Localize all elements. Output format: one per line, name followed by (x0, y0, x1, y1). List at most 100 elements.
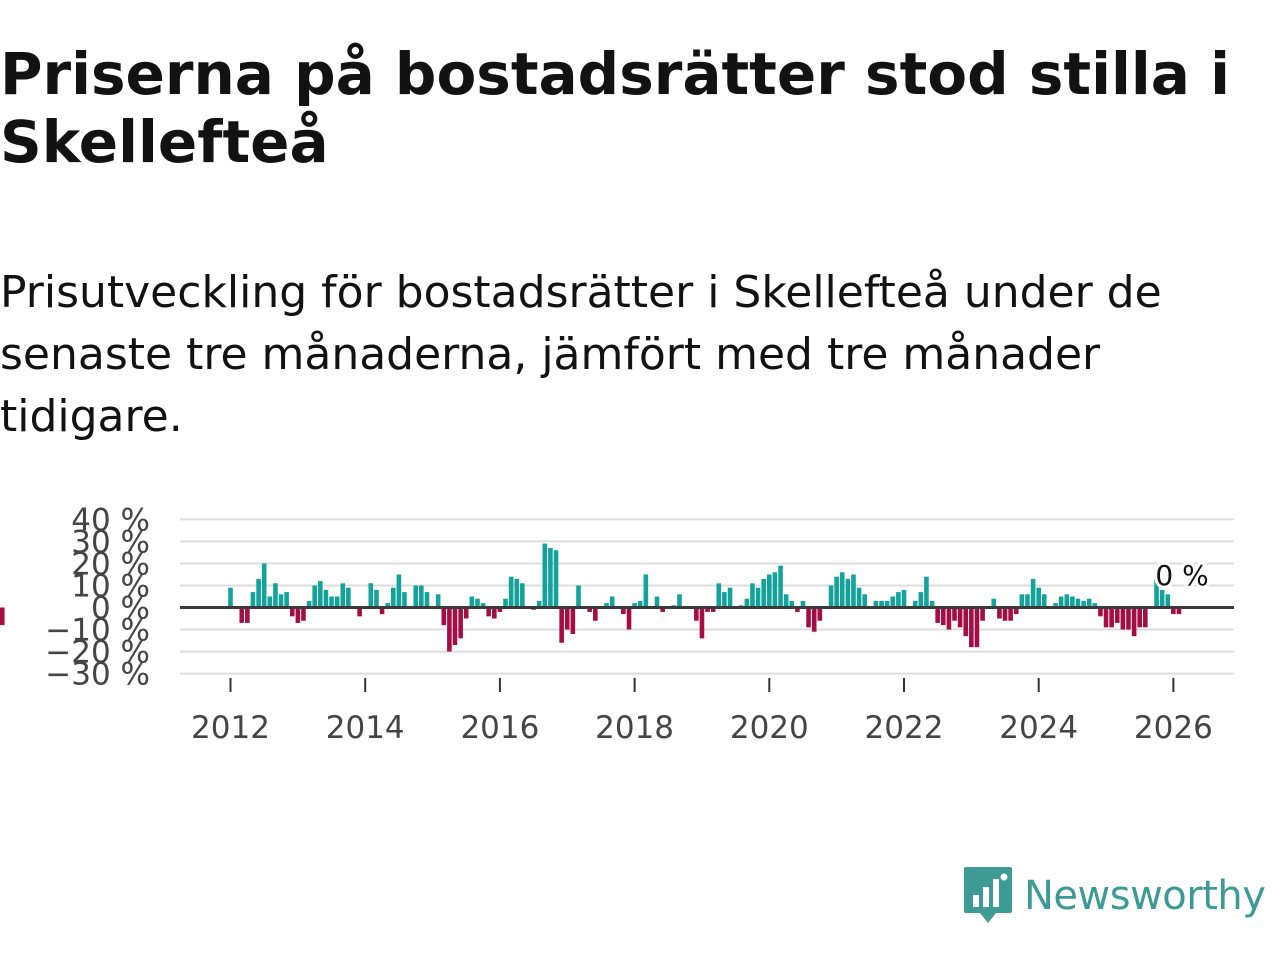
bar (744, 598, 750, 608)
bar (828, 585, 834, 608)
bar (924, 576, 929, 608)
x-tick-label: 2024 (999, 710, 1078, 746)
bar (946, 607, 952, 630)
bar (390, 587, 396, 608)
bar (1114, 607, 1120, 623)
bar (295, 607, 301, 623)
bar (267, 596, 273, 608)
y-tick-label: −20 % (45, 635, 150, 671)
bar (834, 576, 839, 608)
bar (334, 596, 340, 608)
bar (694, 607, 699, 621)
y-tick-label: −30 % (45, 657, 150, 693)
bar (884, 600, 890, 608)
bar (452, 607, 458, 645)
bar-chart: 40 %30 %20 %10 %0 %−10 %−20 %−30 %2012 20… (0, 502, 1234, 746)
bar (783, 594, 789, 608)
bar (851, 574, 856, 608)
bar (396, 574, 402, 608)
bar (1030, 578, 1036, 608)
bar (447, 607, 452, 652)
bar (755, 587, 761, 608)
bar (402, 592, 407, 608)
bar (508, 576, 514, 608)
bar (368, 583, 374, 608)
bar (301, 607, 306, 621)
bar (621, 607, 626, 615)
bar (1154, 578, 1159, 608)
bar (609, 596, 615, 608)
latest-value-label: 0 % (1155, 559, 1208, 592)
bar (969, 607, 974, 648)
bar (727, 587, 733, 608)
bar (1131, 607, 1137, 637)
bar (289, 607, 295, 617)
bar (1120, 607, 1126, 630)
bar (604, 603, 609, 608)
bar (323, 589, 329, 608)
bar (492, 607, 497, 619)
bar (935, 607, 940, 623)
bar (576, 585, 581, 608)
bar (772, 572, 778, 608)
bar (879, 600, 884, 608)
bar (626, 607, 632, 630)
x-tick-label: 2014 (326, 710, 405, 746)
bar (441, 607, 447, 626)
bar (542, 543, 548, 608)
bar (643, 574, 649, 608)
brand-name: Newsworthy (1024, 873, 1266, 919)
bar (424, 592, 430, 608)
bar (789, 600, 795, 608)
bar (705, 607, 710, 612)
bar (475, 598, 480, 608)
bar (245, 607, 250, 623)
bar (991, 598, 997, 608)
bar (553, 550, 559, 608)
bar (1075, 598, 1081, 608)
bar (1070, 596, 1075, 608)
bar (800, 600, 806, 608)
bar (918, 592, 924, 608)
y-tick-label: 0 % (91, 591, 150, 627)
bar (239, 607, 245, 623)
newsworthy-logo-icon (964, 867, 1012, 923)
bar (312, 585, 317, 608)
bar (278, 594, 284, 608)
bar (778, 565, 783, 608)
bar (873, 600, 879, 608)
bar (1143, 607, 1148, 628)
bar (890, 596, 896, 608)
bar (480, 603, 486, 608)
bar (1159, 589, 1165, 608)
bar (1171, 607, 1176, 615)
bar (929, 600, 935, 608)
bar (1165, 594, 1171, 608)
bar (722, 592, 727, 608)
bar (1109, 607, 1114, 628)
bar (1002, 607, 1008, 621)
bar (957, 607, 963, 628)
bar (486, 607, 491, 617)
x-tick-label: 2018 (595, 710, 674, 746)
bar (228, 587, 233, 608)
bar (458, 607, 463, 639)
newsworthy-logo: Newsworthy (962, 864, 1266, 928)
bar (559, 607, 564, 643)
x-tick-label: 2012 (191, 710, 270, 746)
bar (385, 603, 390, 608)
bar (660, 607, 665, 612)
x-tick-label: 2022 (865, 710, 944, 746)
bar (1126, 607, 1131, 630)
bar (1176, 607, 1182, 615)
bar (520, 583, 525, 608)
bar (273, 583, 278, 608)
bar (374, 589, 379, 608)
bar (997, 607, 1002, 619)
bar (817, 607, 823, 621)
chart-title: Priserna på bostadsrätter stod stilla i … (0, 40, 1230, 176)
y-tick-label: −10 % (45, 613, 150, 649)
bar (463, 607, 469, 619)
bar (435, 594, 441, 608)
bar (1081, 600, 1086, 608)
